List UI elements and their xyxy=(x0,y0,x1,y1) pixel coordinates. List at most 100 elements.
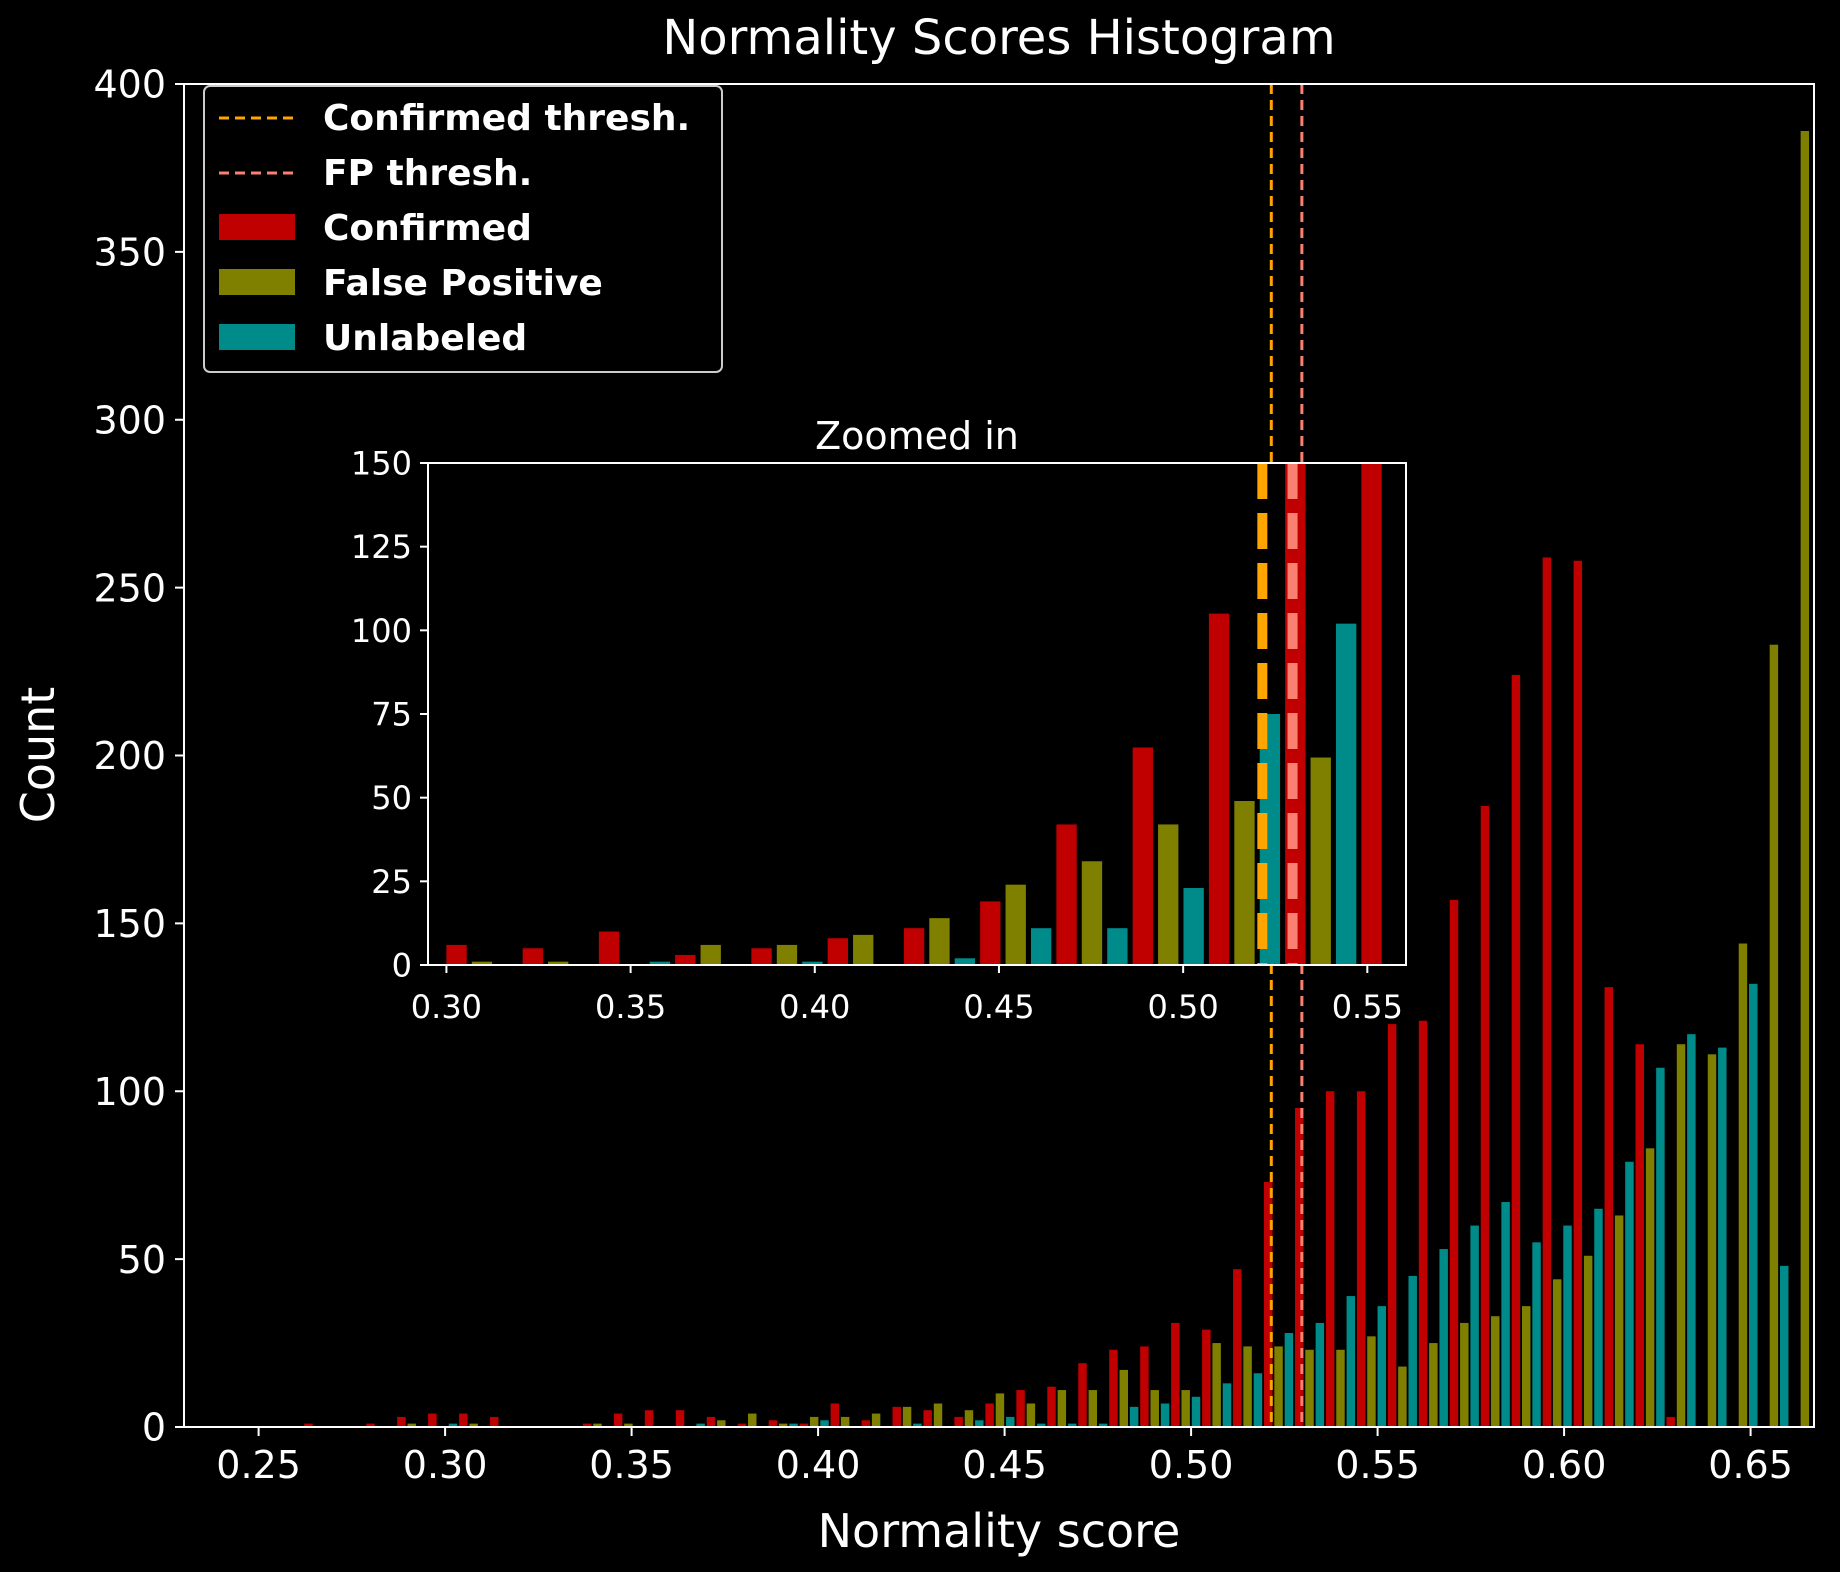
main-bar-false-positive-28 xyxy=(1150,1390,1159,1427)
inset-bar-confirmed-4 xyxy=(751,948,772,965)
main-bar-false-positive-25 xyxy=(1057,1390,1067,1427)
main-bar-confirmed-15 xyxy=(737,1423,747,1427)
main-bar-confirmed-33 xyxy=(1294,1108,1304,1427)
main-bar-confirmed-45 xyxy=(1666,1416,1675,1427)
inset-threshold-lines xyxy=(1257,463,1298,965)
main-x-tick-label: 0.40 xyxy=(776,1443,861,1487)
inset-bar-false-positive-7 xyxy=(1005,884,1026,965)
legend-label-false-positive: False Positive xyxy=(323,263,603,304)
main-bar-unlabeled-28 xyxy=(1160,1403,1170,1427)
main-bar-unlabeled-48 xyxy=(1779,1265,1789,1427)
main-bar-unlabeled-31 xyxy=(1253,1373,1263,1427)
inset-bar-false-positive-1 xyxy=(548,961,569,965)
main-bar-confirmed-30 xyxy=(1202,1329,1211,1427)
main-y-tick-label: 400 xyxy=(93,63,166,107)
main-y-tick-label: 50 xyxy=(118,1238,166,1282)
main-bar-unlabeled-22 xyxy=(975,1420,984,1427)
inset-x-tick-label: 0.55 xyxy=(1332,988,1403,1026)
main-bar-unlabeled-5 xyxy=(448,1423,458,1427)
main-axis-ticks: 0.25 0.30 0.35 0.40 0.45 0.50 0.55 0.60 0.65 0 50 1… xyxy=(93,63,1792,1487)
main-bar-false-positive-18 xyxy=(840,1416,850,1427)
main-y-tick-label: 200 xyxy=(93,734,166,778)
main-bar-confirmed-11 xyxy=(613,1413,623,1427)
main-bar-false-positive-37 xyxy=(1429,1343,1438,1427)
inset-axis-ticks: 0.30 0.35 0.40 0.45 0.50 0.55 0 25 50 75 100 125 150 xyxy=(351,445,1403,1026)
x-axis-label: Normality score xyxy=(818,1504,1181,1558)
main-x-tick-label: 0.25 xyxy=(216,1443,301,1487)
main-bar-confirmed-44 xyxy=(1635,1044,1644,1427)
main-bar-confirmed-14 xyxy=(706,1416,716,1427)
main-bar-confirmed-42 xyxy=(1573,560,1583,1427)
inset-y-tick-label: 25 xyxy=(371,863,412,901)
main-bar-confirmed-25 xyxy=(1047,1386,1056,1427)
main-bar-false-positive-49 xyxy=(1800,131,1810,1427)
main-bar-confirmed-4 xyxy=(397,1416,406,1427)
inset-bar-confirmed-0 xyxy=(446,944,467,965)
main-bar-confirmed-1 xyxy=(304,1423,313,1427)
inset-y-tick-label: 125 xyxy=(351,528,412,566)
main-bar-false-positive-19 xyxy=(871,1413,881,1427)
inset-bar-unlabeled-7 xyxy=(1030,928,1052,965)
main-bar-false-positive-17 xyxy=(809,1416,819,1427)
main-bar-false-positive-44 xyxy=(1645,1148,1655,1427)
main-bar-confirmed-35 xyxy=(1356,1091,1366,1427)
inset-bar-confirmed-6 xyxy=(903,928,925,965)
y-axis-label: Count xyxy=(11,687,65,824)
main-bar-false-positive-46 xyxy=(1707,1054,1717,1427)
main-x-tick-label: 0.35 xyxy=(589,1443,674,1487)
main-bar-false-positive-33 xyxy=(1305,1349,1314,1427)
main-bar-confirmed-27 xyxy=(1109,1349,1118,1427)
main-bar-false-positive-32 xyxy=(1274,1346,1283,1427)
main-bar-false-positive-10 xyxy=(593,1423,602,1427)
main-bar-confirmed-5 xyxy=(428,1413,437,1427)
main-bar-false-positive-29 xyxy=(1181,1390,1190,1427)
inset-bar-false-positive-5 xyxy=(853,934,874,965)
inset-bar-unlabeled-2 xyxy=(649,961,671,965)
main-x-tick-label: 0.60 xyxy=(1522,1443,1607,1487)
inset-bar-false-positive-9 xyxy=(1158,824,1179,965)
legend-label-unlabeled: Unlabeled xyxy=(323,318,527,359)
main-bar-confirmed-21 xyxy=(923,1410,932,1427)
inset-y-tick-label: 75 xyxy=(371,696,412,734)
main-bar-false-positive-22 xyxy=(964,1410,974,1427)
main-bar-confirmed-29 xyxy=(1171,1322,1180,1427)
main-bar-confirmed-28 xyxy=(1140,1346,1149,1427)
main-bar-false-positive-35 xyxy=(1367,1336,1376,1427)
legend-label-fp-thresh: FP thresh. xyxy=(323,153,532,194)
inset-bar-unlabeled-11 xyxy=(1335,623,1357,965)
main-bar-unlabeled-36 xyxy=(1408,1275,1417,1427)
inset-bar-false-positive-3 xyxy=(700,944,721,965)
main-bar-confirmed-34 xyxy=(1325,1091,1335,1427)
main-bar-confirmed-16 xyxy=(768,1420,778,1427)
main-x-tick-label: 0.30 xyxy=(403,1443,488,1487)
main-bar-false-positive-48 xyxy=(1769,644,1779,1427)
inset-y-tick-label: 100 xyxy=(351,612,412,650)
main-bar-confirmed-12 xyxy=(644,1410,654,1427)
main-bar-confirmed-36 xyxy=(1387,1024,1397,1427)
main-bar-unlabeled-24 xyxy=(1036,1423,1046,1427)
inset-bar-unlabeled-9 xyxy=(1183,888,1204,965)
main-y-tick-label: 350 xyxy=(93,231,166,275)
inset-bar-unlabeled-6 xyxy=(954,958,976,965)
inset-y-tick-label: 50 xyxy=(371,779,412,817)
main-bar-confirmed-38 xyxy=(1449,899,1459,1427)
main-bar-unlabeled-34 xyxy=(1346,1296,1356,1427)
main-bar-confirmed-26 xyxy=(1078,1363,1087,1427)
inset-bar-confirmed-1 xyxy=(522,948,543,965)
main-bar-confirmed-23 xyxy=(985,1403,994,1427)
legend-confirmed-swatch xyxy=(219,214,295,240)
main-bar-unlabeled-43 xyxy=(1625,1161,1634,1427)
inset-y-tick-label: 0 xyxy=(392,947,412,985)
main-bar-false-positive-30 xyxy=(1212,1343,1221,1427)
main-y-tick-label: 250 xyxy=(93,566,166,610)
main-bar-unlabeled-40 xyxy=(1532,1242,1541,1427)
main-bar-unlabeled-39 xyxy=(1501,1202,1510,1427)
main-x-tick-label: 0.65 xyxy=(1708,1443,1793,1487)
main-bar-confirmed-43 xyxy=(1604,987,1614,1427)
main-bar-unlabeled-25 xyxy=(1067,1423,1077,1427)
main-bar-false-positive-21 xyxy=(933,1403,943,1427)
main-bars xyxy=(304,131,1810,1427)
main-bar-unlabeled-27 xyxy=(1129,1406,1139,1427)
main-bar-unlabeled-20 xyxy=(913,1423,922,1427)
